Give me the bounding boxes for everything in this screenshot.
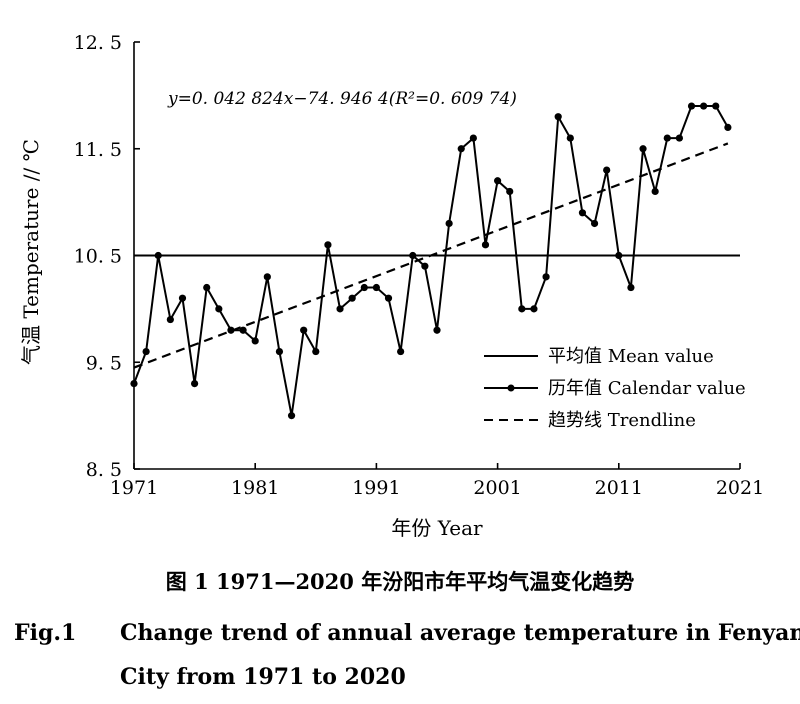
calendar-value-point [336,305,344,313]
calendar-value-point [287,412,296,420]
series-layer [130,102,740,420]
y-tick-label: 10. 5 [74,246,122,268]
calendar-value-point [421,262,429,270]
x-tick-label: 2001 [473,477,521,499]
calendar-value-point [409,251,417,260]
calendar-value-point [700,102,708,110]
temperature-trend-chart: 8. 5 9. 5 10. 5 11. 5 12. 5 1971 1981 1991 2001… [19,32,765,540]
calendar-value-point [627,283,635,292]
calendar-value-point [142,347,150,356]
legend-item-trend: 趋势线 Trendline [484,410,696,431]
calendar-value-point [651,187,659,196]
regression-equation: y=0. 042 824x−74. 946 4(R²=0. 609 74) [167,89,517,109]
calendar-value-point [348,294,356,302]
x-tick-label: 1981 [231,477,279,499]
figure-caption-chinese: 图 1 1971—2020 年汾阳市年平均气温变化趋势 [165,569,635,594]
calendar-value-point [324,241,332,249]
calendar-value-point [130,380,138,388]
x-tick-label: 1991 [352,477,400,499]
calendar-value-point [590,219,599,228]
calendar-value-point [227,326,235,334]
y-axis-title: 气温 Temperature // ℃ [19,139,43,365]
calendar-value-point [433,326,441,334]
calendar-value-point [469,134,477,142]
calendar-value-point [506,187,514,196]
calendar-value-point [603,166,611,174]
calendar-value-point [566,134,574,142]
calendar-value-point [518,305,526,313]
y-tick-label: 12. 5 [74,32,122,54]
calendar-value-point [542,273,550,281]
calendar-value-point [712,102,720,110]
x-tick-label: 2011 [595,477,643,499]
calendar-value-point [300,326,308,334]
figure-caption-english-line1: Change trend of annual average temperatu… [120,620,800,646]
calendar-value-point [251,337,259,345]
calendar-value-point [239,326,247,334]
legend-label-trend: 趋势线 Trendline [548,410,696,431]
calendar-value-point [275,347,284,356]
calendar-value-point [154,251,162,260]
calendar-value-line [133,105,729,417]
calendar-value-point [166,315,174,324]
x-tick-label: 2021 [716,477,764,499]
figure-caption-label: Fig.1 [14,620,77,646]
calendar-value-point [615,251,623,260]
calendar-value-point [312,347,320,356]
calendar-value-point [397,347,405,356]
chart-legend: 平均值 Mean value 历年值 Calendar value 趋势线 Tr… [484,346,746,431]
calendar-value-point [263,273,271,281]
x-axis-ticks: 1971 1981 1991 2001 2011 2021 [110,463,764,499]
x-axis-title: 年份 Year [391,516,483,540]
calendar-value-point [554,113,562,121]
calendar-value-point [687,102,696,110]
calendar-value-point [494,177,502,185]
calendar-value-point [360,283,368,292]
calendar-value-point [457,145,465,153]
figure-caption-english-line2: City from 1971 to 2020 [120,664,406,690]
legend-label-calendar: 历年值 Calendar value [548,378,746,399]
y-tick-label: 8. 5 [86,459,122,481]
legend-marker-calendar [507,384,515,392]
calendar-value-point [191,380,199,388]
calendar-value-point [639,145,647,153]
calendar-value-point [481,241,490,249]
calendar-value-point [663,134,671,142]
calendar-value-point [203,283,211,292]
plot-area: 8. 5 9. 5 10. 5 11. 5 12. 5 1971 1981 1991 2001… [74,32,765,499]
legend-item-mean: 平均值 Mean value [484,346,714,367]
calendar-value-point [530,305,538,313]
calendar-value-point [445,219,453,228]
calendar-value-point [384,294,393,302]
y-axis-ticks: 8. 5 9. 5 10. 5 11. 5 12. 5 [74,32,140,481]
legend-label-mean: 平均值 Mean value [548,346,714,367]
calendar-value-point [724,123,732,131]
calendar-value-point [215,305,223,313]
calendar-value-point [578,209,587,217]
calendar-value-point [372,283,380,292]
x-tick-label: 1971 [110,477,158,499]
calendar-value-point [178,294,187,302]
y-tick-label: 11. 5 [74,139,122,161]
calendar-value-point [675,134,684,142]
y-tick-label: 9. 5 [86,352,122,374]
legend-item-calendar: 历年值 Calendar value [484,378,746,399]
